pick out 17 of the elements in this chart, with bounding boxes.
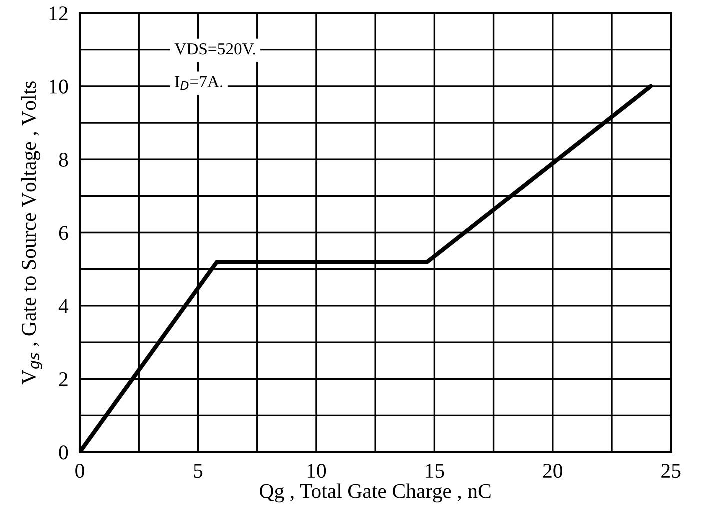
x-tick-label: 25 [662,464,681,478]
x-axis-title: Qg , Total Gate Charge , nC [260,484,491,503]
x-tick-label: 15 [426,464,444,478]
y-tick-label: 2 [59,372,68,386]
x-tick-label: 20 [543,464,563,478]
y-tick-label: 6 [59,226,68,240]
y-tick-label: 4 [58,299,69,314]
x-tick-label: 10 [308,464,326,478]
y-tick-label: 8 [59,152,68,168]
annotation: VDS=520V. [174,43,256,55]
y-axis-title: V$_{gs}$ , Gate to Source Voltage , Volts [21,82,42,385]
y-tick-label: 10 [50,80,68,94]
y-tick-label: 12 [50,6,68,20]
x-tick-label: 5 [194,464,203,478]
y-tick-label: 0 [59,446,68,460]
x-tick-label: 0 [76,464,84,478]
annotation: I$_{D}$=7A. [175,76,223,90]
